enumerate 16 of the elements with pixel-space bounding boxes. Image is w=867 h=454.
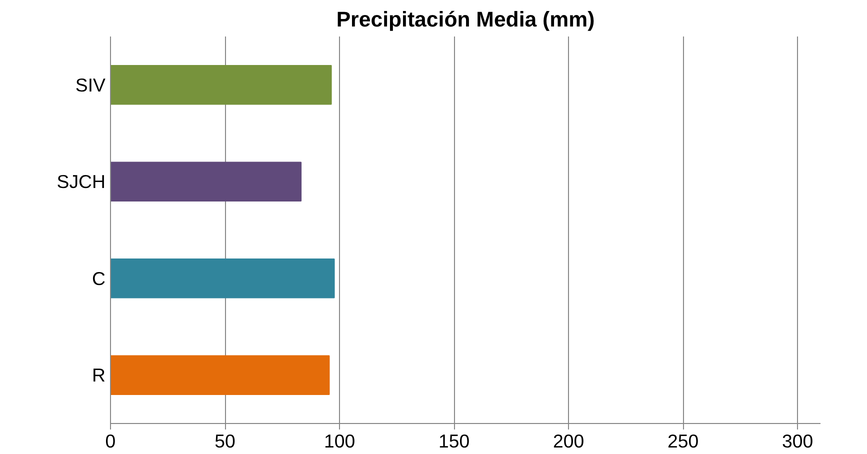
y-tick-label: SJCH xyxy=(56,171,106,192)
bar xyxy=(110,162,302,202)
chart-title: Precipitación Media (mm) xyxy=(336,8,595,32)
x-tick-label: 250 xyxy=(668,430,699,452)
x-tick-label: 150 xyxy=(438,430,470,452)
y-tick-label: SIV xyxy=(75,74,106,96)
bar xyxy=(110,355,330,395)
x-tick-label: 0 xyxy=(105,430,116,452)
x-tick-label: 100 xyxy=(324,430,356,452)
y-tick-label: C xyxy=(92,268,106,289)
x-tick-label: 50 xyxy=(214,430,236,452)
bar xyxy=(110,258,335,298)
y-tick-label: R xyxy=(92,364,106,386)
x-tick-label: 200 xyxy=(553,430,584,452)
bar xyxy=(110,65,332,105)
x-tick-label: 300 xyxy=(782,430,814,452)
